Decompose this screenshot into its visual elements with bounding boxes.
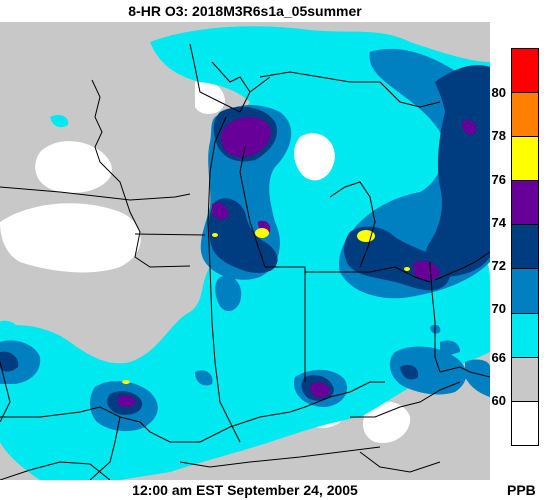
- legend-swatch-yellow: [511, 136, 539, 181]
- legend-swatch-white: [511, 400, 539, 446]
- legend-swatch-cyan: [511, 312, 539, 357]
- color-legend: [511, 48, 539, 454]
- legend-swatch-orange: [511, 92, 539, 137]
- legend-swatch-purple: [511, 180, 539, 225]
- legend-label-70: 70: [491, 301, 506, 316]
- legend-label-74: 74: [491, 215, 506, 230]
- legend-swatch-gray: [511, 356, 539, 401]
- boundary-lines: [0, 43, 490, 480]
- purple-ozone-regions: [118, 116, 477, 407]
- legend-label-66: 66: [491, 350, 506, 365]
- legend-label-78: 78: [491, 128, 506, 143]
- legend-label-76: 76: [491, 172, 506, 187]
- legend-label-60: 60: [491, 393, 506, 408]
- legend-label-80: 80: [491, 85, 506, 100]
- unit-label: PPB: [507, 482, 536, 498]
- legend-swatch-blue: [511, 268, 539, 313]
- legend-swatch-navy: [511, 224, 539, 269]
- legend-label-72: 72: [491, 258, 506, 273]
- ozone-map: [0, 22, 490, 480]
- legend-swatch-red: [511, 48, 539, 93]
- map-title: 8-HR O3: 2018M3R6s1a_05summer: [128, 3, 362, 19]
- timestamp: 12:00 am EST September 24, 2005: [132, 482, 358, 498]
